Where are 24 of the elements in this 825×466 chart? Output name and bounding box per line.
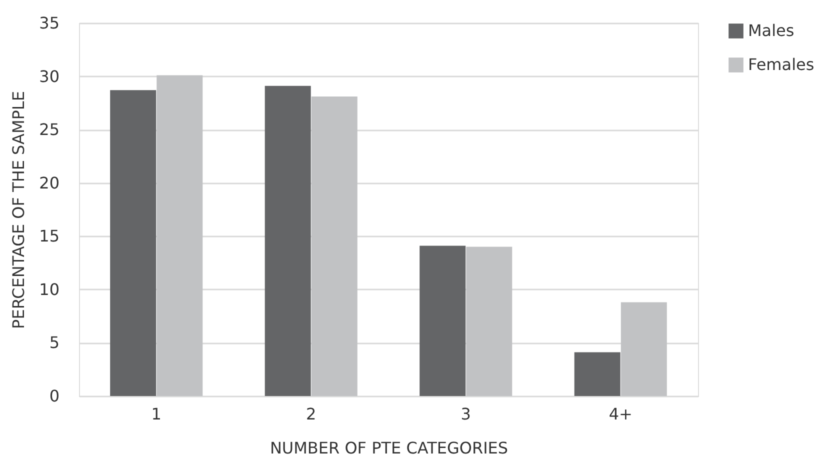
bar	[620, 302, 667, 396]
bar	[264, 86, 311, 396]
x-tick-label: 2	[306, 404, 316, 424]
y-tick-label: 30	[39, 66, 60, 86]
y-axis-title: PERCENTAGE OF THE SAMPLE	[9, 91, 28, 329]
x-tick-label: 4+	[608, 404, 632, 424]
legend-label: Males	[748, 21, 794, 40]
y-tick-label: 25	[39, 120, 60, 140]
bar	[156, 75, 203, 396]
y-tick-label: 15	[39, 226, 60, 246]
legend-label: Females	[748, 55, 814, 74]
bar	[420, 246, 466, 396]
bar	[311, 96, 358, 396]
y-tick-label: 35	[39, 14, 60, 32]
bar	[466, 246, 512, 396]
y-tick-label: 20	[39, 173, 60, 192]
x-tick-label: 3	[460, 404, 471, 424]
y-tick-label: 10	[39, 280, 60, 299]
x-tick-label: 1	[151, 404, 162, 424]
y-tick-label: 0	[49, 386, 60, 406]
x-axis-title: NUMBER OF PTE CATEGORIES	[270, 438, 508, 458]
bar	[574, 352, 620, 396]
y-tick-label: 5	[49, 333, 60, 352]
bar	[110, 90, 156, 396]
